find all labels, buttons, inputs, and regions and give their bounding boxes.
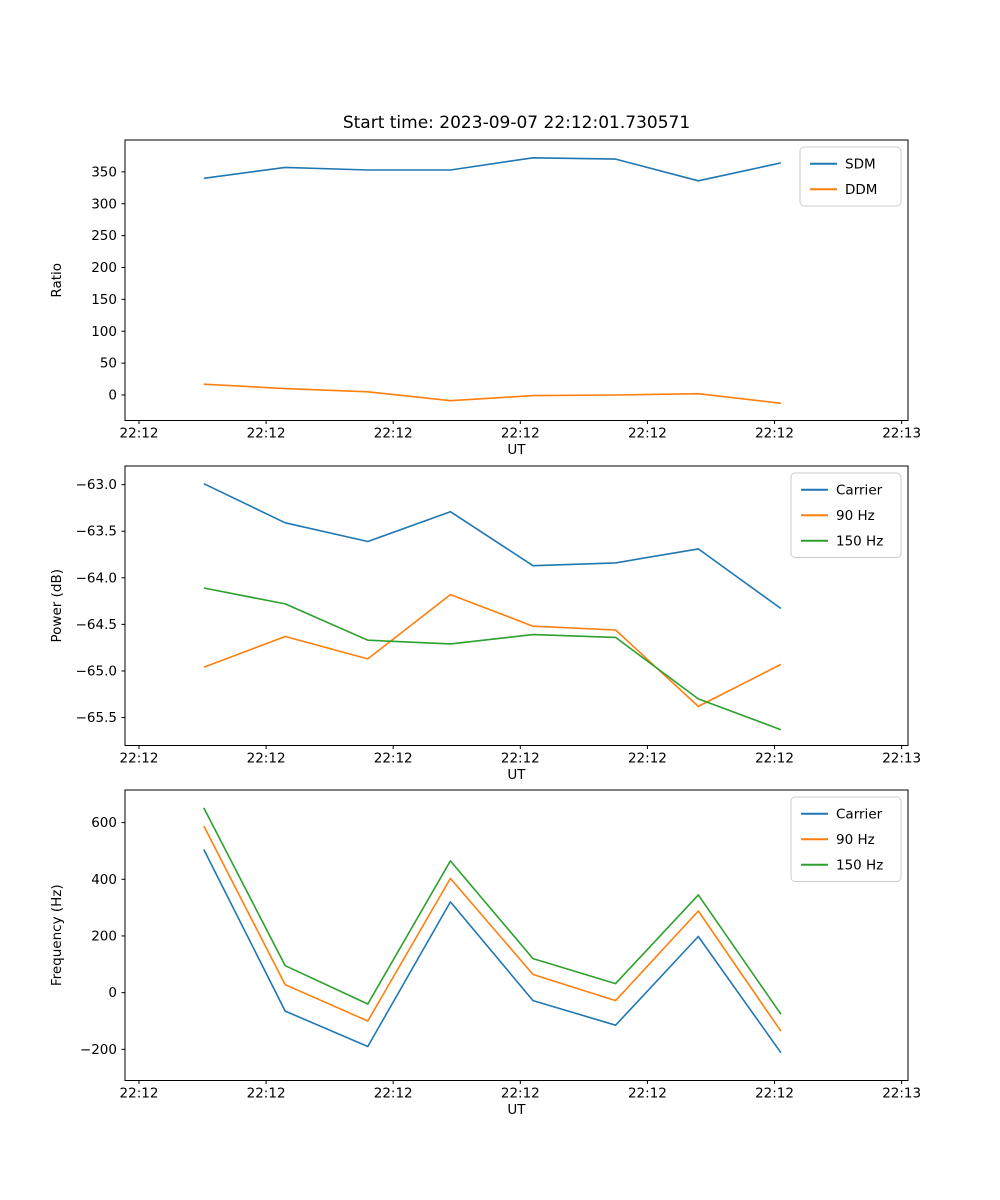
y-tick-label: −63.0 — [76, 477, 117, 493]
series-line-150-hz — [203, 807, 782, 1015]
x-axis: 22:12 22:12 22:12 22:12 22:12 22:12 22:13 UT — [120, 1080, 921, 1118]
y-tick-label: 100 — [91, 324, 117, 340]
y-tick-label: −65.0 — [76, 663, 117, 679]
x-axis: 22:12 22:12 22:12 22:12 22:12 22:12 22:13 UT — [120, 420, 921, 458]
power-chart: 22:12 22:12 22:12 22:12 22:12 22:12 22:13 UT −65… — [49, 465, 921, 783]
series-line-carrier — [203, 849, 782, 1054]
y-axis: 0 50 100 150 200 250 300 350 Ratio — [49, 164, 125, 404]
x-tick-label: 22:12 — [374, 751, 413, 767]
legend-label: 150 Hz — [836, 857, 883, 873]
y-tick-label: −63.5 — [76, 524, 117, 540]
x-tick-label: 22:12 — [247, 1086, 286, 1102]
x-tick-label: 22:12 — [501, 751, 540, 767]
x-tick-label: 22:12 — [120, 1086, 159, 1102]
x-axis: 22:12 22:12 22:12 22:12 22:12 22:12 22:13 UT — [120, 745, 921, 783]
x-tick-label: 22:13 — [882, 751, 921, 767]
y-tick-label: 400 — [91, 872, 117, 888]
y-tick-label: 600 — [91, 815, 117, 831]
x-tick-label: 22:12 — [755, 751, 794, 767]
y-axis: −65.5 −65.0 −64.5 −64.0 −63.5 −63.0 Power (dB) — [49, 477, 125, 726]
x-tick-label: 22:12 — [374, 426, 413, 442]
series-line-ddm — [203, 383, 781, 405]
y-tick-label: −200 — [80, 1042, 117, 1058]
legend-label: Carrier — [836, 806, 883, 822]
y-tick-label: −64.0 — [76, 570, 117, 586]
x-tick-label: 22:12 — [755, 1086, 794, 1102]
legend-box — [799, 146, 902, 207]
x-axis-label: UT — [507, 767, 526, 783]
y-tick-label: 50 — [100, 356, 117, 372]
series-line-90-hz — [203, 593, 782, 708]
axes-frame — [124, 465, 909, 746]
x-tick-label: 22:13 — [882, 1086, 921, 1102]
x-tick-label: 22:12 — [374, 1086, 413, 1102]
axes-frame — [124, 139, 909, 421]
legend: Carrier 90 Hz 150 Hz — [790, 472, 902, 558]
legend-label: 150 Hz — [836, 533, 883, 549]
y-axis: −200 0 200 400 600 Frequency (Hz) — [49, 815, 125, 1058]
y-tick-label: 300 — [91, 196, 117, 212]
x-tick-label: 22:12 — [628, 751, 667, 767]
legend-label: 90 Hz — [836, 832, 875, 848]
axes-frame — [124, 789, 909, 1081]
x-tick-label: 22:12 — [501, 426, 540, 442]
y-tick-label: 150 — [91, 292, 117, 308]
legend: SDM DDM — [799, 146, 902, 207]
series-line-150-hz — [203, 587, 782, 731]
legend-box — [790, 796, 902, 882]
y-tick-label: −64.5 — [76, 617, 117, 633]
y-axis-label: Ratio — [49, 263, 65, 298]
y-tick-label: 0 — [108, 388, 117, 404]
legend-box — [790, 472, 902, 558]
y-axis-label: Frequency (Hz) — [49, 884, 65, 986]
legend: Carrier 90 Hz 150 Hz — [790, 796, 902, 882]
series-line-sdm — [203, 157, 782, 182]
y-tick-label: 0 — [108, 985, 117, 1001]
x-axis-label: UT — [507, 442, 526, 458]
x-tick-label: 22:12 — [755, 426, 794, 442]
y-tick-label: 200 — [91, 260, 117, 276]
x-tick-label: 22:12 — [247, 426, 286, 442]
x-axis-label: UT — [507, 1102, 526, 1118]
legend-label: DDM — [845, 182, 877, 198]
frequency-chart: 22:12 22:12 22:12 22:12 22:12 22:12 22:13 UT −20… — [49, 789, 921, 1118]
ratio-chart: 22:12 22:12 22:12 22:12 22:12 22:12 22:13 UT 0 50… — [49, 139, 921, 458]
legend-label: 90 Hz — [836, 508, 875, 524]
series-line-carrier — [203, 482, 782, 610]
x-tick-label: 22:12 — [628, 1086, 667, 1102]
series-line-90-hz — [203, 825, 782, 1032]
y-tick-label: −65.5 — [76, 710, 117, 726]
y-tick-label: 200 — [91, 928, 117, 944]
x-tick-label: 22:13 — [882, 426, 921, 442]
y-axis-label: Power (dB) — [49, 569, 65, 642]
legend-label: SDM — [845, 156, 876, 172]
x-tick-label: 22:12 — [501, 1086, 540, 1102]
x-tick-label: 22:12 — [120, 751, 159, 767]
legend-label: Carrier — [836, 482, 883, 498]
x-tick-label: 22:12 — [120, 426, 159, 442]
x-tick-label: 22:12 — [628, 426, 667, 442]
x-tick-label: 22:12 — [247, 751, 286, 767]
y-tick-label: 250 — [91, 228, 117, 244]
y-tick-label: 350 — [91, 164, 117, 180]
